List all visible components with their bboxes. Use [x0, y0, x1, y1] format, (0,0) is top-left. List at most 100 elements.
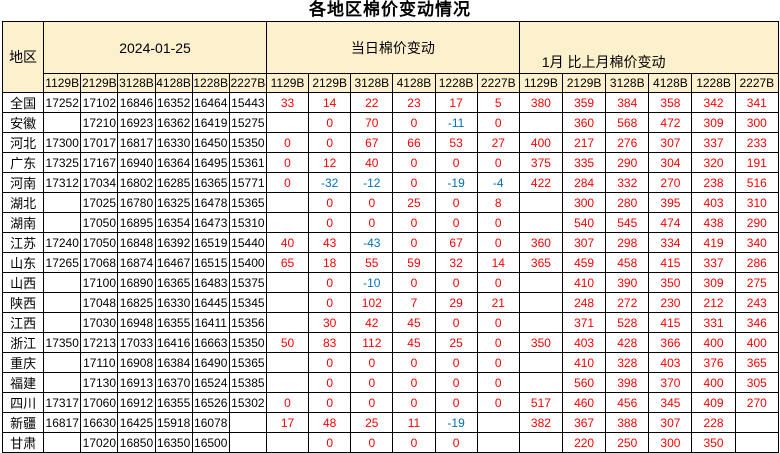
prices-2024-01-25-cell: 15365 — [228, 192, 267, 213]
daily-change-cell: 0 — [392, 152, 436, 173]
monthly-change-cell: 350 — [691, 432, 736, 453]
prices-2024-01-25-cell: 15356 — [228, 312, 267, 333]
prices-2024-01-25-cell: 16913 — [117, 372, 156, 393]
table-row: 山西 17100 16890 16365 16483 15375 0 -10 0 0 0 410 390… — [1, 272, 780, 293]
prices-2024-01-25-cell: 16354 — [154, 212, 193, 233]
daily-change-cell: 25 — [350, 412, 394, 433]
region-cell: 河北 — [1, 132, 45, 153]
grade-column-header: 3128B — [350, 73, 394, 93]
monthly-change-cell: 516 — [734, 172, 780, 193]
monthly-change-cell: 309 — [691, 112, 736, 133]
monthly-change-cell: 191 — [734, 152, 780, 173]
daily-change-cell: 21 — [476, 292, 520, 313]
prices-2024-01-25-cell — [43, 292, 82, 313]
daily-change-cell — [476, 412, 520, 433]
prices-2024-01-25-cell: 17020 — [80, 432, 119, 453]
daily-change-cell: 0 — [265, 392, 310, 413]
region-cell: 山西 — [1, 272, 45, 293]
prices-2024-01-25-cell: 16478 — [191, 192, 230, 213]
monthly-change-cell: 400 — [691, 332, 736, 353]
daily-change-cell: 0 — [308, 132, 352, 153]
monthly-change-cell: 309 — [691, 272, 736, 293]
monthly-change-cell: 422 — [518, 172, 564, 193]
monthly-change-cell: 415 — [648, 252, 693, 273]
daily-change-cell — [265, 372, 310, 393]
page-title: 各地区棉价变动情况 — [309, 0, 471, 20]
prices-2024-01-25-cell: 16874 — [117, 252, 156, 273]
monthly-change-cell — [734, 432, 780, 453]
grade-column-header: 1129B — [265, 73, 310, 93]
grade-column-header: 3128B — [605, 73, 650, 93]
prices-2024-01-25-cell: 17312 — [43, 172, 82, 193]
daily-change-cell — [265, 292, 310, 313]
prices-2024-01-25-cell: 15385 — [228, 372, 267, 393]
grade-column-header: 1228B — [691, 73, 736, 93]
daily-change-cell: 12 — [308, 152, 352, 173]
daily-change-cell: 45 — [392, 332, 436, 353]
monthly-change-cell: 403 — [562, 332, 607, 353]
daily-change-cell: 0 — [308, 212, 352, 233]
daily-change-cell: -32 — [308, 172, 352, 193]
prices-2024-01-25-cell: 16630 — [80, 412, 119, 433]
prices-2024-01-25-cell: 16464 — [191, 92, 230, 113]
prices-2024-01-25-cell: 16078 — [191, 412, 230, 433]
prices-2024-01-25-cell: 16473 — [191, 212, 230, 233]
monthly-change-cell: 307 — [648, 412, 693, 433]
table-row: 重庆 17110 16908 16384 16490 15365 0 0 0 0 0 410 328 40… — [1, 352, 780, 373]
table-row: 陕西 17048 16825 16330 16445 15345 0 102 7 29 21 248 2… — [1, 292, 780, 313]
prices-2024-01-25-cell: 15350 — [228, 132, 267, 153]
grade-column-header: 4128B — [392, 73, 436, 93]
cotton-price-table: 地区 2024-01-25 当日棉价变动 1月 比上月棉价变动 1129B 212… — [1, 21, 780, 453]
monthly-change-cell: 545 — [605, 212, 650, 233]
monthly-change-cell: 212 — [691, 292, 736, 313]
daily-change-cell: 33 — [265, 92, 310, 113]
monthly-change-cell: 410 — [562, 272, 607, 293]
monthly-change-cell: 540 — [562, 212, 607, 233]
daily-change-cell: 0 — [392, 212, 436, 233]
prices-2024-01-25-cell: 17252 — [43, 92, 82, 113]
table-row: 河北 17300 17017 16817 16330 16450 15350 0 0 67 66 53… — [1, 132, 780, 153]
region-header-cell: 地区 — [1, 21, 45, 93]
monthly-change-cell: 456 — [605, 392, 650, 413]
monthly-change-cell — [518, 112, 564, 133]
daily-change-cell — [265, 272, 310, 293]
prices-2024-01-25-cell: 15302 — [228, 392, 267, 413]
prices-2024-01-25-cell: 16365 — [191, 172, 230, 193]
monthly-change-cell: 334 — [648, 232, 693, 253]
monthly-change-cell — [518, 272, 564, 293]
monthly-change-cell: 305 — [734, 372, 780, 393]
daily-change-cell: 14 — [476, 252, 520, 273]
daily-change-cell: 0 — [265, 152, 310, 173]
daily-change-cell: 55 — [350, 252, 394, 273]
prices-2024-01-25-cell: 17300 — [43, 132, 82, 153]
daily-change-cell: 0 — [476, 112, 520, 133]
prices-2024-01-25-cell: 16285 — [154, 172, 193, 193]
daily-change-cell: 17 — [434, 92, 478, 113]
daily-change-cell: 27 — [476, 132, 520, 153]
monthly-change-cell: 320 — [691, 152, 736, 173]
monthly-change-cell: 365 — [734, 352, 780, 373]
monthly-change-cell: 460 — [562, 392, 607, 413]
prices-2024-01-25-cell — [228, 432, 267, 453]
monthly-change-cell — [518, 192, 564, 213]
monthly-change-cell: 382 — [518, 412, 564, 433]
monthly-change-cell: 290 — [734, 212, 780, 233]
monthly-change-cell: 217 — [562, 132, 607, 153]
grade-column-header: 1228B — [191, 73, 230, 93]
prices-2024-01-25-cell — [43, 212, 82, 233]
prices-2024-01-25-cell: 17068 — [80, 252, 119, 273]
prices-2024-01-25-cell: 16495 — [191, 152, 230, 173]
region-cell: 河南 — [1, 172, 45, 193]
monthly-change-cell: 472 — [648, 112, 693, 133]
daily-change-cell: 66 — [392, 132, 436, 153]
daily-change-cell: 43 — [308, 232, 352, 253]
daily-change-cell: 42 — [350, 312, 394, 333]
daily-change-cell: 83 — [308, 332, 352, 353]
prices-2024-01-25-cell: 15310 — [228, 212, 267, 233]
daily-change-cell: 0 — [434, 392, 478, 413]
monthly-change-cell: 458 — [605, 252, 650, 273]
prices-2024-01-25-cell — [43, 272, 82, 293]
daily-change-cell: 0 — [308, 432, 352, 453]
monthly-change-cell: 388 — [605, 412, 650, 433]
daily-change-cell: 0 — [392, 172, 436, 193]
